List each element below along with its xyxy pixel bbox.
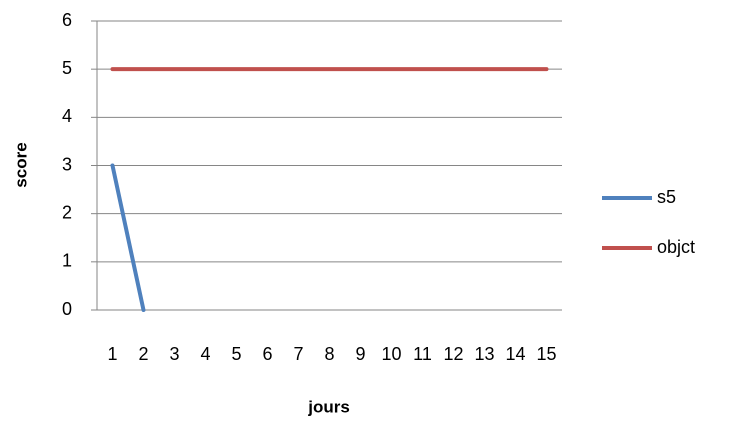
x-tick-label: 3 — [169, 344, 179, 364]
legend-label: objct — [657, 237, 695, 257]
series-line — [110, 163, 146, 312]
y-tick-label: 6 — [62, 10, 72, 30]
x-tick-label: 12 — [443, 344, 463, 364]
x-tick-label: 13 — [474, 344, 494, 364]
x-axis-label: jours — [307, 397, 350, 416]
x-tick-label: 14 — [505, 344, 525, 364]
x-tick-label: 4 — [200, 344, 210, 364]
x-tick-label: 1 — [107, 344, 117, 364]
x-tick-label: 5 — [231, 344, 241, 364]
x-tick-label: 6 — [262, 344, 272, 364]
y-tick-label: 1 — [62, 251, 72, 271]
y-tick-label: 2 — [62, 202, 72, 222]
x-tick-label: 7 — [293, 344, 303, 364]
x-tick-label: 2 — [138, 344, 148, 364]
x-tick-label: 15 — [536, 344, 556, 364]
y-tick-label: 3 — [62, 154, 72, 174]
y-axis-label: score — [11, 142, 30, 187]
y-tick-label: 5 — [62, 58, 72, 78]
x-tick-label: 8 — [324, 344, 334, 364]
x-tick-label: 9 — [355, 344, 365, 364]
legend-label: s5 — [657, 187, 676, 207]
x-tick-label: 11 — [413, 344, 432, 364]
x-tick-label: 10 — [381, 344, 401, 364]
y-tick-label: 0 — [62, 299, 72, 319]
y-tick-label: 4 — [62, 106, 72, 126]
